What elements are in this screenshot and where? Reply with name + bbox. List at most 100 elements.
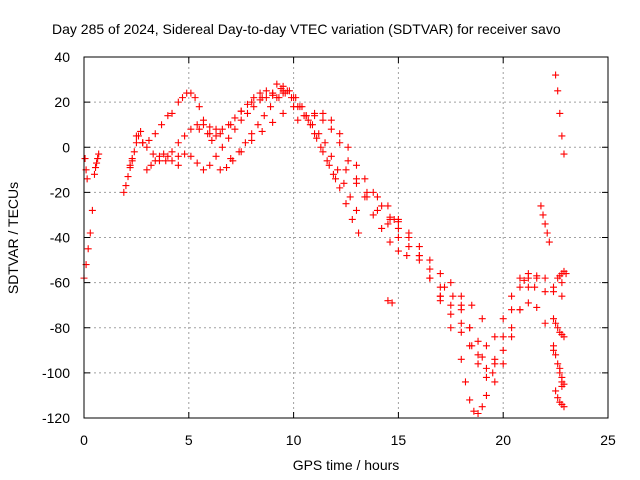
data-point xyxy=(94,155,102,163)
data-point xyxy=(319,116,327,124)
data-point xyxy=(208,136,216,144)
data-point xyxy=(281,89,289,97)
data-point xyxy=(162,157,170,165)
data-point xyxy=(516,274,524,282)
series-arc-25 xyxy=(436,272,541,372)
data-point xyxy=(558,132,566,140)
x-tick-label: 0 xyxy=(80,432,88,448)
data-point xyxy=(241,139,249,147)
data-point xyxy=(394,247,402,255)
plot-frame xyxy=(83,56,609,419)
data-point xyxy=(491,378,499,386)
data-point xyxy=(457,292,465,300)
series-arc-17 xyxy=(294,109,402,232)
data-point xyxy=(248,130,256,138)
data-point xyxy=(470,407,478,415)
data-point xyxy=(132,139,140,147)
data-point xyxy=(441,283,449,291)
series-arc-24 xyxy=(415,256,497,417)
data-point xyxy=(524,299,532,307)
data-point xyxy=(499,360,507,368)
data-point xyxy=(361,175,369,183)
series-arc-7 xyxy=(139,87,283,165)
data-point xyxy=(352,179,360,187)
data-point xyxy=(461,378,469,386)
data-point xyxy=(329,170,337,178)
data-point xyxy=(499,315,507,323)
data-point xyxy=(258,94,266,102)
data-point xyxy=(482,342,490,350)
data-point xyxy=(216,130,224,138)
data-point xyxy=(541,319,549,327)
data-point xyxy=(174,152,182,160)
data-point xyxy=(457,355,465,363)
data-point xyxy=(552,319,560,327)
data-point xyxy=(317,143,325,151)
data-point xyxy=(149,150,157,158)
data-point xyxy=(426,256,434,264)
data-point xyxy=(158,121,166,129)
data-point xyxy=(151,130,159,138)
data-point xyxy=(254,121,262,129)
data-point xyxy=(344,157,352,165)
data-point xyxy=(199,116,207,124)
series-arc-1 xyxy=(80,206,96,282)
series-arc-2 xyxy=(81,155,91,183)
series-arc-31 xyxy=(554,267,568,282)
data-point xyxy=(447,324,455,332)
data-point xyxy=(243,109,251,117)
data-point xyxy=(516,283,524,291)
data-point xyxy=(206,130,214,138)
data-point xyxy=(128,155,136,163)
data-point xyxy=(457,301,465,309)
data-point xyxy=(558,279,566,287)
data-point xyxy=(384,297,392,305)
data-point xyxy=(541,220,549,228)
series-arc-36 xyxy=(552,71,568,158)
series-arc-33 xyxy=(552,387,568,411)
series-arc-19 xyxy=(342,166,444,291)
data-point xyxy=(279,109,287,117)
data-point xyxy=(447,310,455,318)
data-point xyxy=(160,150,168,158)
data-point xyxy=(164,112,172,120)
data-point xyxy=(457,328,465,336)
data-point xyxy=(355,229,363,237)
data-point xyxy=(436,292,444,300)
data-point xyxy=(218,125,226,133)
series-arc-22 xyxy=(384,297,396,307)
data-point xyxy=(552,351,560,359)
data-point xyxy=(168,157,176,165)
data-point xyxy=(250,94,258,102)
data-point xyxy=(193,121,201,129)
series-arc-10 xyxy=(174,91,277,174)
data-point xyxy=(352,161,360,169)
data-point xyxy=(164,152,172,160)
series-arc-8 xyxy=(132,109,176,147)
data-point xyxy=(137,127,145,135)
data-point xyxy=(336,139,344,147)
data-point xyxy=(556,109,564,117)
data-point xyxy=(378,202,386,210)
data-point xyxy=(474,360,482,368)
data-point xyxy=(388,299,396,307)
data-point xyxy=(390,215,398,223)
data-point xyxy=(325,161,333,169)
data-point xyxy=(302,112,310,120)
data-point xyxy=(130,148,138,156)
data-point xyxy=(474,337,482,345)
data-point xyxy=(560,380,568,388)
data-point xyxy=(436,270,444,278)
data-point xyxy=(216,166,224,174)
data-point xyxy=(212,132,220,140)
data-point xyxy=(482,391,490,399)
data-point xyxy=(187,152,195,160)
data-point xyxy=(403,252,411,260)
data-point xyxy=(237,107,245,115)
data-point xyxy=(187,125,195,133)
data-point xyxy=(394,224,402,232)
data-point xyxy=(288,94,296,102)
data-point xyxy=(174,139,182,147)
data-point xyxy=(84,245,92,253)
